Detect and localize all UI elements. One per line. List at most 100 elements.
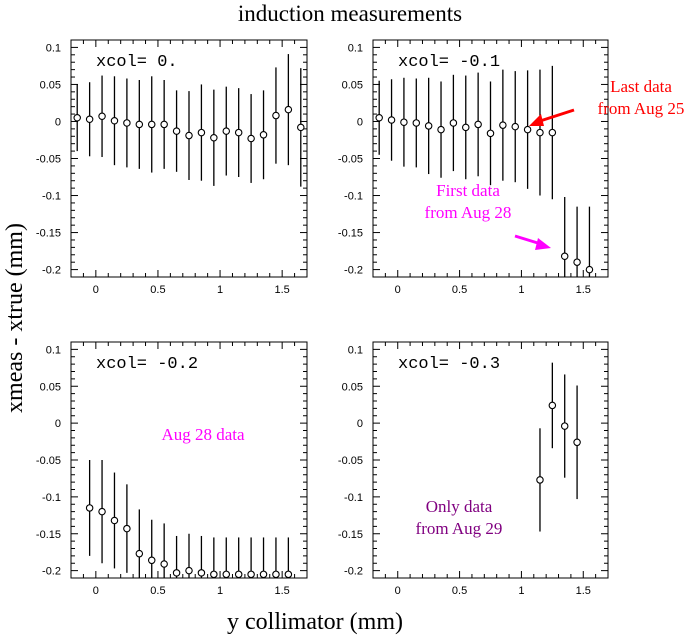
y-tick-label: -0.1: [344, 191, 363, 203]
data-point: [222, 127, 231, 135]
y-tick-label: -0.2: [42, 566, 61, 578]
data-point: [210, 570, 218, 579]
data-point: [400, 118, 408, 126]
data-point: [284, 105, 293, 114]
y-tick-label: -0.2: [42, 265, 61, 277]
x-tick-label: 1.5: [275, 284, 290, 296]
arrow-last-data: [536, 108, 575, 124]
y-tick-label: -0.05: [36, 455, 61, 467]
x-tick-label: 1.5: [576, 585, 591, 597]
data-point: [197, 569, 206, 577]
data-point: [85, 504, 94, 512]
data-point: [548, 401, 557, 410]
annotation-text: from Aug 25: [598, 99, 685, 118]
panel-label: xcol= -0.1: [398, 53, 500, 72]
chart-panel-top-right: 0.1 0.05 0 -0.05 -0.1 -0.15 -0.2 0 0.5 1 1.5 xcol= …: [338, 39, 685, 296]
x-tick-label: 0: [93, 284, 99, 296]
data-point: [172, 569, 181, 577]
data-point: [437, 125, 445, 134]
data-point: [424, 122, 433, 130]
data-point: [536, 128, 544, 137]
x-tick-label: 1: [518, 284, 524, 296]
data-point: [585, 265, 594, 274]
chart-panel-top-left: 0.1 0.05 0 -0.05 -0.1 -0.15 -0.2 0 0.5 1 1.5 xcol= …: [36, 39, 308, 296]
data-point: [523, 125, 532, 134]
data-point: [210, 134, 218, 142]
x-tick-label: 1: [217, 284, 223, 296]
data-point: [185, 131, 193, 140]
data-point: [185, 566, 193, 575]
y-tick-label: 0.05: [40, 79, 61, 91]
data-point: [284, 570, 293, 579]
data-point: [474, 120, 482, 129]
y-tick-label: 0: [357, 116, 363, 128]
x-tick-label: 1.5: [275, 585, 290, 597]
data-point: [272, 111, 280, 120]
panel-label: xcol= -0.3: [398, 355, 500, 374]
y-tick-label: -0.1: [42, 191, 61, 203]
x-tick-label: 0: [395, 284, 401, 296]
data-point: [412, 119, 421, 127]
y-tick-label: -0.15: [338, 228, 363, 240]
y-tick-label: 0.05: [342, 79, 363, 91]
y-axis-label: xmeas - xtrue (mm): [2, 223, 28, 413]
y-tick-label: 0.1: [348, 344, 363, 356]
annotation-text: Aug 28 data: [161, 425, 245, 444]
figure-title: induction measurements: [238, 1, 462, 26]
data-point: [110, 516, 119, 525]
x-tick-label: 0.5: [452, 585, 467, 597]
y-tick-label: -0.05: [338, 154, 363, 166]
y-tick-label: -0.1: [344, 492, 363, 504]
annotation-text: Last data: [610, 77, 672, 96]
data-point: [234, 570, 243, 579]
chart-panel-bottom-left: 0.1 0.05 0 -0.05 -0.1 -0.15 -0.2 0 0.5 1 1.5 xcol= …: [36, 341, 308, 597]
y-tick-label: 0: [357, 418, 363, 430]
data-point: [573, 438, 581, 447]
data-point: [110, 116, 119, 125]
data-point: [573, 258, 581, 266]
data-point: [135, 120, 144, 129]
arrow-head-first-data: [535, 238, 551, 250]
data-point: [147, 556, 156, 565]
data-point: [449, 119, 458, 127]
x-tick-label: 1: [217, 585, 223, 597]
x-tick-label: 0.5: [150, 585, 165, 597]
y-tick-label: 0.05: [40, 381, 61, 393]
chart-panel-bottom-right: 0.1 0.05 0 -0.05 -0.1 -0.15 -0.2 0 0.5 1 1.5 xcol= …: [338, 341, 609, 597]
data-point: [160, 560, 168, 568]
data-point: [560, 252, 569, 261]
y-tick-label: -0.15: [36, 529, 61, 541]
panel-label: xcol= -0.2: [96, 355, 198, 374]
data-point: [172, 127, 181, 135]
y-tick-label: -0.2: [344, 265, 363, 277]
panels: 0.1 0.05 0 -0.05 -0.1 -0.15 -0.2 0 0.5 1 1.5 xcol= …: [36, 39, 685, 597]
data-point: [387, 116, 396, 124]
y-tick-label: -0.2: [344, 566, 363, 578]
panel-label: xcol= 0.: [96, 53, 178, 72]
data-point: [160, 120, 168, 129]
arrow-first-data: [514, 234, 542, 246]
x-tick-label: 0: [93, 585, 99, 597]
data-point: [548, 128, 557, 137]
y-tick-label: -0.15: [36, 228, 61, 240]
data-point: [98, 112, 106, 121]
data-point: [234, 128, 243, 137]
x-tick-label: 1.5: [576, 284, 591, 296]
y-tick-label: 0.1: [46, 344, 61, 356]
y-tick-label: 0: [55, 418, 61, 430]
y-tick-label: -0.05: [338, 455, 363, 467]
data-point: [536, 476, 544, 484]
data-point: [560, 422, 569, 430]
y-tick-label: 0.05: [342, 381, 363, 393]
data-point: [499, 121, 507, 129]
data-point: [73, 114, 81, 122]
x-tick-label: 1: [518, 585, 524, 597]
data-point: [259, 131, 268, 139]
data-point: [297, 123, 305, 132]
x-tick-label: 0.5: [150, 284, 165, 296]
annotation-text: from Aug 29: [416, 519, 503, 538]
data-point: [247, 570, 255, 579]
y-tick-label: -0.1: [42, 492, 61, 504]
data-point: [123, 524, 131, 533]
